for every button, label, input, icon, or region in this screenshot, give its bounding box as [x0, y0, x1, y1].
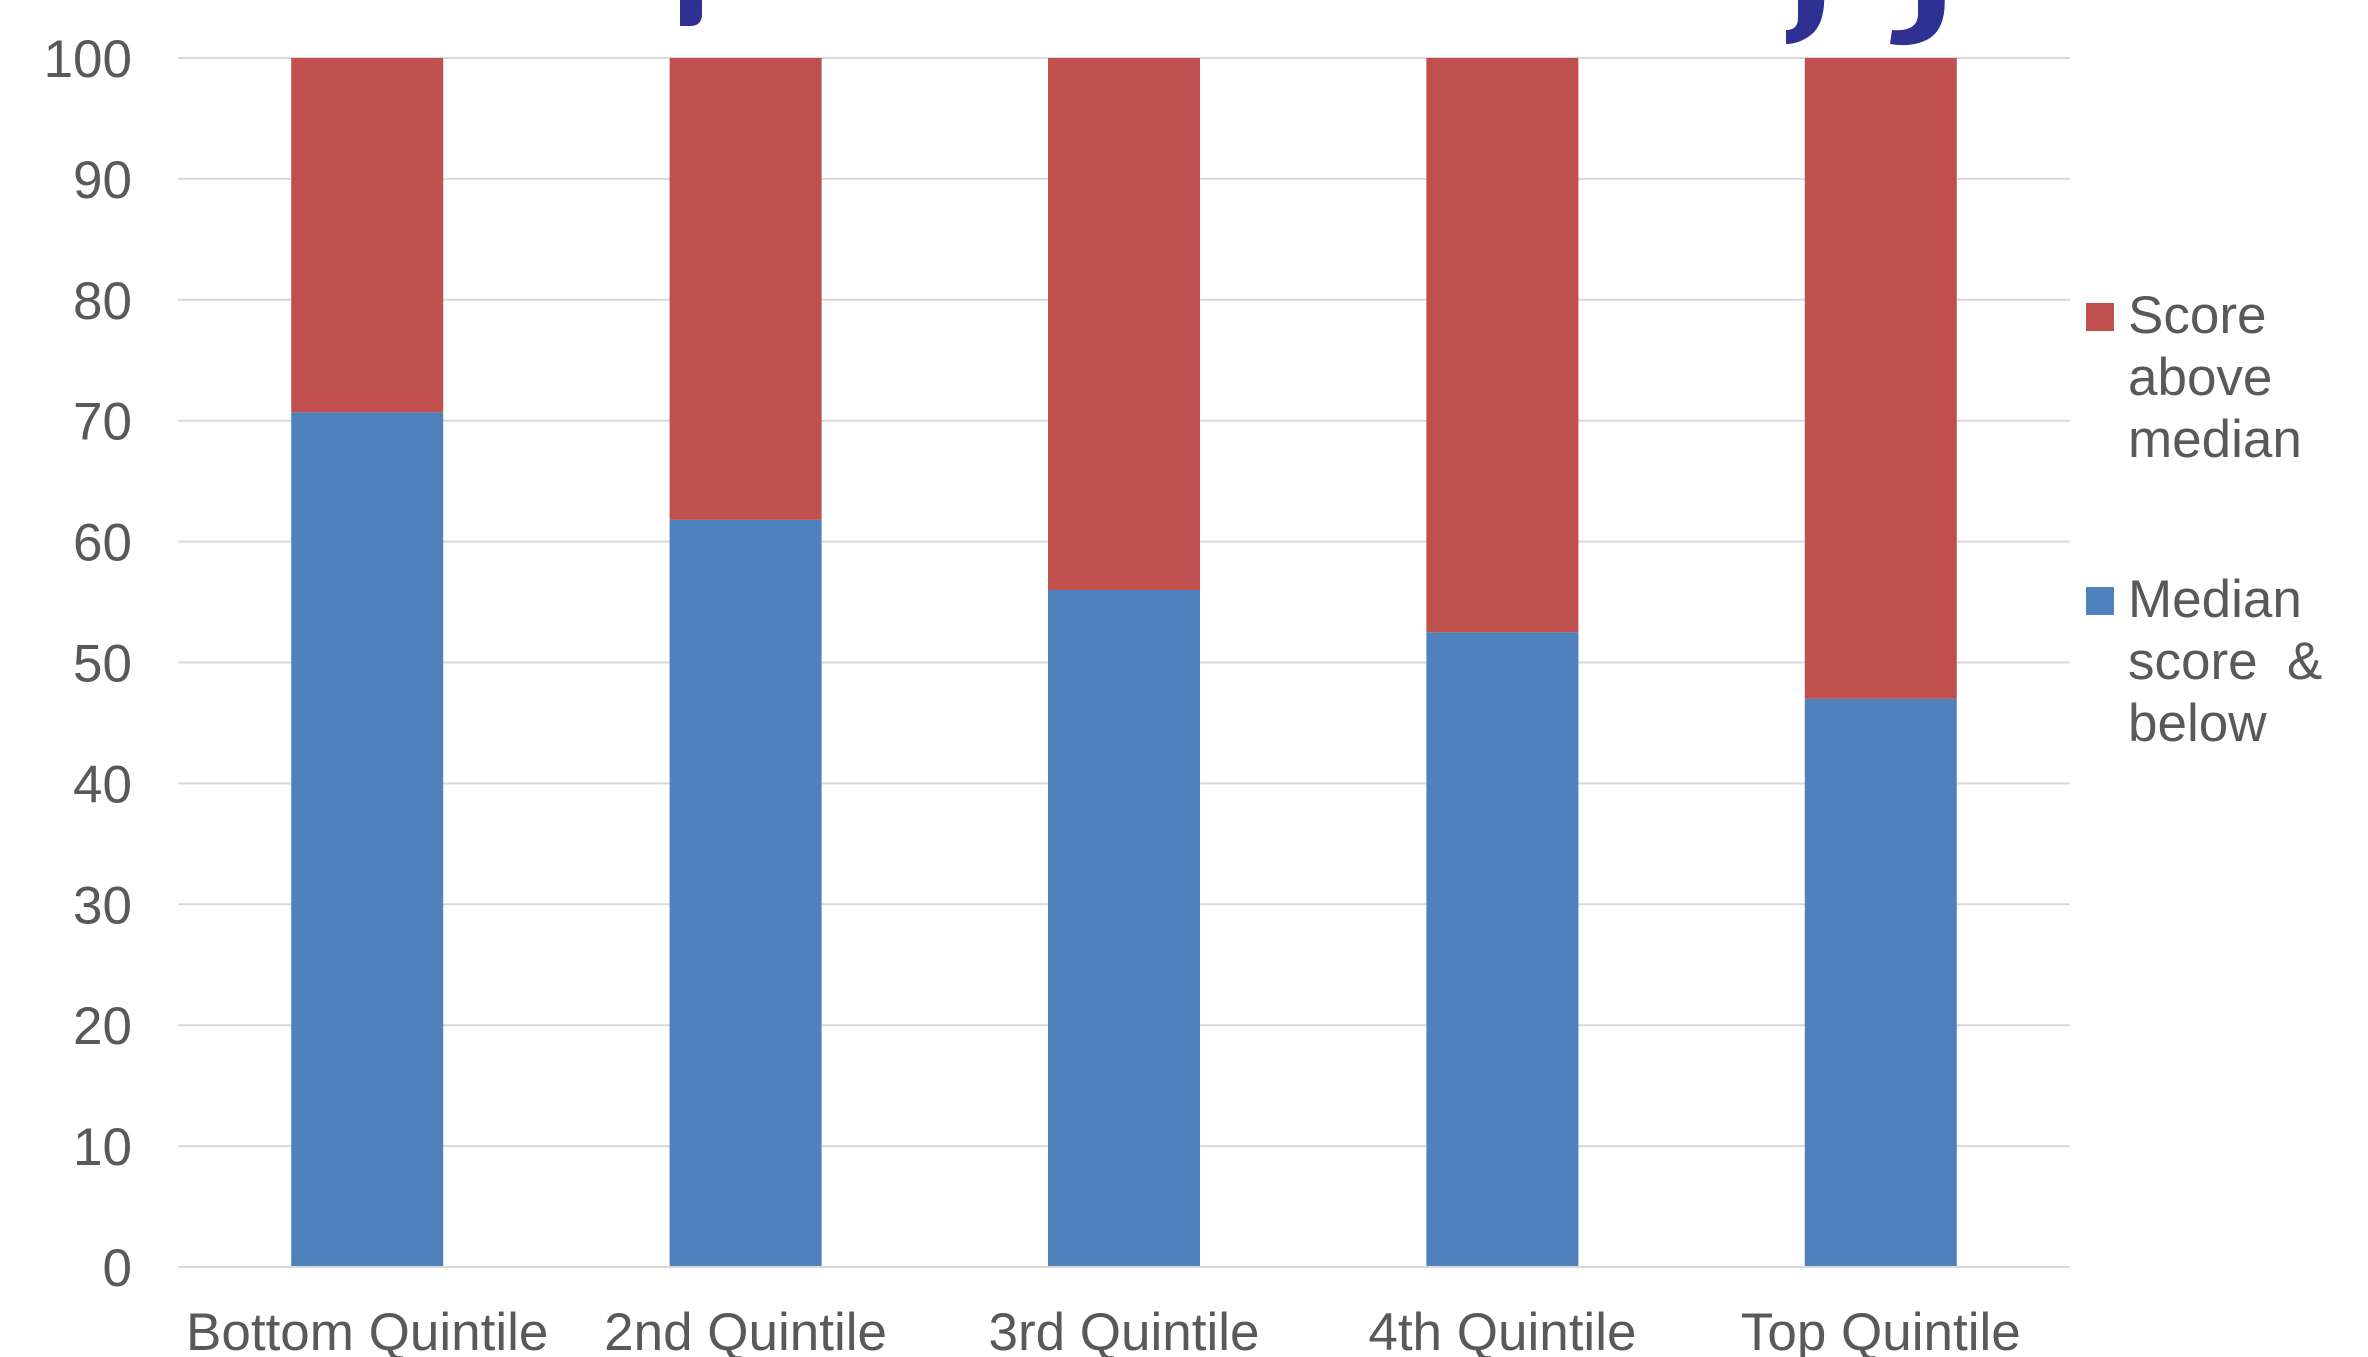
axes: 0 10 20 30 40 50 60 70 80 90 100 Bottom Quintile 2nd…: [44, 30, 2070, 1357]
legend-label-median-below-line-2: score &: [2128, 632, 2322, 691]
x-tick-label-3: 3rd Quintile: [988, 1303, 1259, 1357]
legend-swatch-above-median: [2086, 303, 2114, 331]
y-tick-label-0: 0: [103, 1239, 132, 1298]
bar-median-below-5: [1804, 698, 1957, 1267]
bar-above-median-4: [1426, 58, 1579, 633]
legend-label-median-below-line-1: Median: [2128, 570, 2302, 629]
legend-label-above-median-line-2: above: [2128, 348, 2272, 407]
y-tick-label-10: 10: [73, 1118, 132, 1177]
legend-label-above-median-line-1: Score: [2128, 286, 2266, 345]
bar-median-below-2: [669, 519, 822, 1267]
bar-median-below-1: [291, 412, 444, 1267]
bar-above-median-3: [1048, 58, 1200, 590]
bar-median-below-4: [1426, 632, 1579, 1267]
chart-title-fragment: [680, 0, 1945, 46]
bar-above-median-5: [1804, 58, 1957, 699]
y-tick-label-70: 70: [73, 393, 132, 452]
y-tick-label-40: 40: [73, 755, 132, 814]
title-glyph-p-descender: [680, 0, 702, 26]
x-tick-label-1: Bottom Quintile: [186, 1303, 548, 1357]
y-tick-label-30: 30: [73, 876, 132, 935]
y-tick-label-80: 80: [73, 272, 132, 331]
legend-label-median-below-line-3: below: [2128, 694, 2267, 753]
title-glyph-g-descender: [1890, 0, 1945, 46]
bar-above-median-1: [291, 58, 444, 413]
y-tick-label-50: 50: [73, 635, 132, 694]
legend-label-above-median-line-3: median: [2128, 410, 2302, 469]
x-tick-label-4: 4th Quintile: [1368, 1303, 1636, 1357]
bars: [291, 58, 1957, 1267]
y-tick-label-90: 90: [73, 151, 132, 210]
legend-swatch-median-below: [2086, 587, 2114, 615]
x-tick-label-2: 2nd Quintile: [604, 1303, 887, 1357]
bar-above-median-2: [669, 58, 822, 520]
y-tick-label-100: 100: [44, 30, 132, 89]
title-glyph-y-descender: [1786, 0, 1825, 44]
bar-median-below-3: [1048, 589, 1200, 1267]
chart-title-descenders: [680, 0, 1945, 46]
x-tick-label-5: Top Quintile: [1741, 1303, 2021, 1357]
y-tick-label-20: 20: [73, 997, 132, 1056]
y-tick-label-60: 60: [73, 514, 132, 573]
